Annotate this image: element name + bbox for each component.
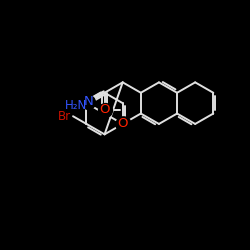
- Text: Br: Br: [58, 110, 71, 123]
- Text: N: N: [84, 96, 93, 108]
- Text: H₂N: H₂N: [65, 98, 88, 112]
- Text: O: O: [118, 118, 128, 130]
- Text: O: O: [99, 103, 110, 116]
